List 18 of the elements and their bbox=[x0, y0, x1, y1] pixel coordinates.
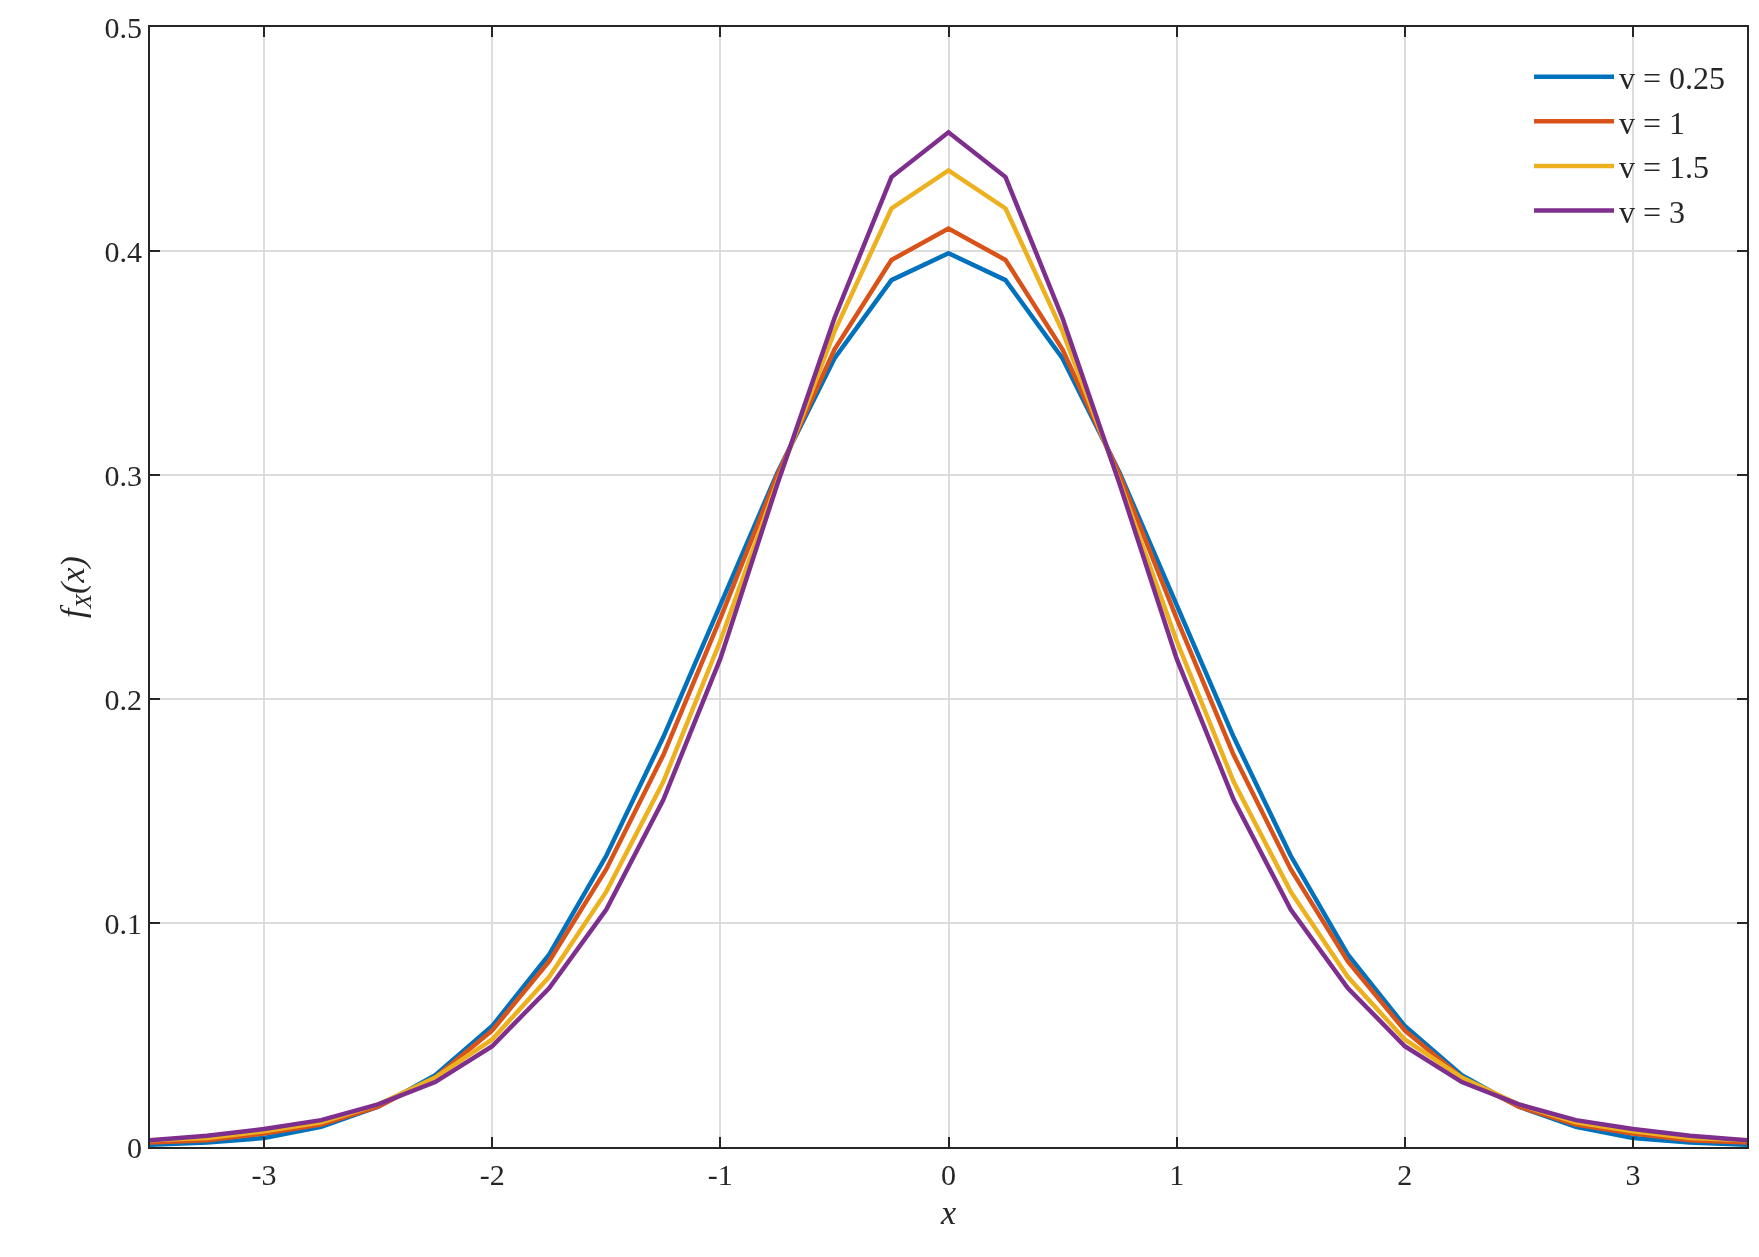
legend-label: v = 3 bbox=[1619, 193, 1686, 230]
legend-label: v = 1 bbox=[1619, 104, 1686, 141]
legend-label: v = 0.25 bbox=[1619, 60, 1726, 97]
x-tick-label: -2 bbox=[479, 1158, 505, 1191]
x-tick-label: 0 bbox=[941, 1158, 956, 1191]
x-tick-label: 1 bbox=[1169, 1158, 1185, 1191]
y-tick-label: 0.3 bbox=[104, 458, 142, 492]
y-tick-label: 0.4 bbox=[104, 234, 142, 268]
legend-label: v = 1.5 bbox=[1619, 149, 1710, 186]
y-tick-label: 0.2 bbox=[104, 682, 142, 716]
x-tick-label: -1 bbox=[707, 1158, 733, 1191]
y-tick-label: 0.1 bbox=[104, 906, 142, 940]
x-tick-label: 3 bbox=[1625, 1158, 1641, 1191]
x-tick-label: -3 bbox=[251, 1158, 277, 1191]
x-tick-label: 2 bbox=[1397, 1158, 1413, 1191]
y-tick-label: 0.5 bbox=[104, 10, 142, 44]
x-axis-title: x bbox=[939, 1193, 957, 1231]
y-tick-label: 0 bbox=[127, 1130, 142, 1164]
